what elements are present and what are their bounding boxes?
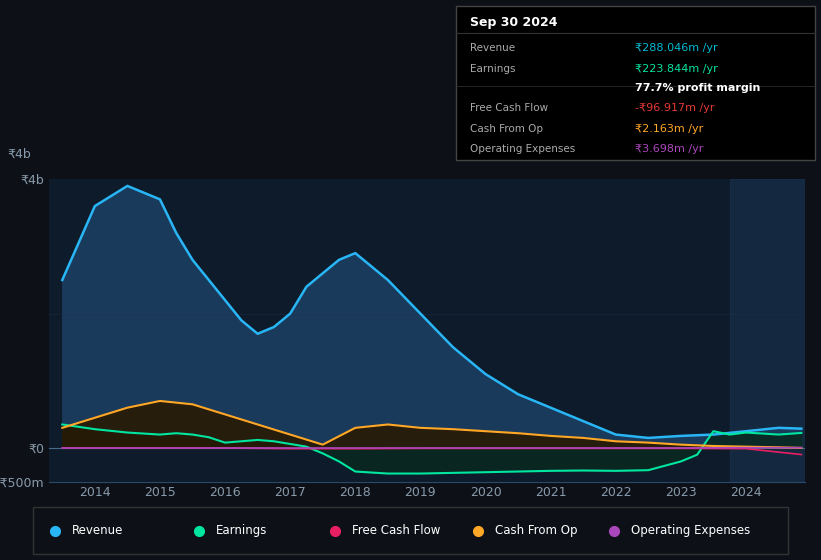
Text: Operating Expenses: Operating Expenses	[470, 144, 576, 154]
Text: Free Cash Flow: Free Cash Flow	[470, 102, 548, 113]
Text: -₹96.917m /yr: -₹96.917m /yr	[635, 102, 715, 113]
Text: Revenue: Revenue	[72, 524, 123, 537]
Text: Sep 30 2024: Sep 30 2024	[470, 16, 557, 29]
Text: Cash From Op: Cash From Op	[495, 524, 578, 537]
Text: Earnings: Earnings	[216, 524, 267, 537]
Text: 77.7% profit margin: 77.7% profit margin	[635, 83, 761, 92]
Text: ₹2.163m /yr: ₹2.163m /yr	[635, 124, 704, 134]
Text: ₹3.698m /yr: ₹3.698m /yr	[635, 144, 704, 154]
Bar	[730, 179, 805, 482]
Text: ₹223.844m /yr: ₹223.844m /yr	[635, 64, 718, 74]
Text: ₹4b: ₹4b	[7, 148, 31, 161]
Text: Revenue: Revenue	[470, 43, 515, 53]
Text: ₹288.046m /yr: ₹288.046m /yr	[635, 43, 718, 53]
Text: Free Cash Flow: Free Cash Flow	[351, 524, 440, 537]
Text: Earnings: Earnings	[470, 64, 516, 74]
Text: Cash From Op: Cash From Op	[470, 124, 543, 134]
Text: Operating Expenses: Operating Expenses	[631, 524, 750, 537]
FancyBboxPatch shape	[456, 6, 815, 160]
